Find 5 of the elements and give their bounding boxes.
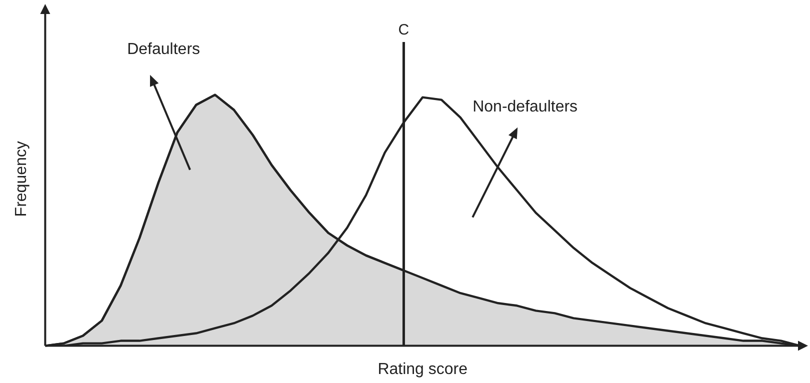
x-axis-title: Rating score	[378, 360, 468, 378]
text: Defaulters	[127, 41, 200, 58]
text: C	[398, 22, 410, 39]
series-label: Non-defaulters	[472, 98, 578, 116]
y-axis-title: Frequency	[13, 141, 30, 217]
